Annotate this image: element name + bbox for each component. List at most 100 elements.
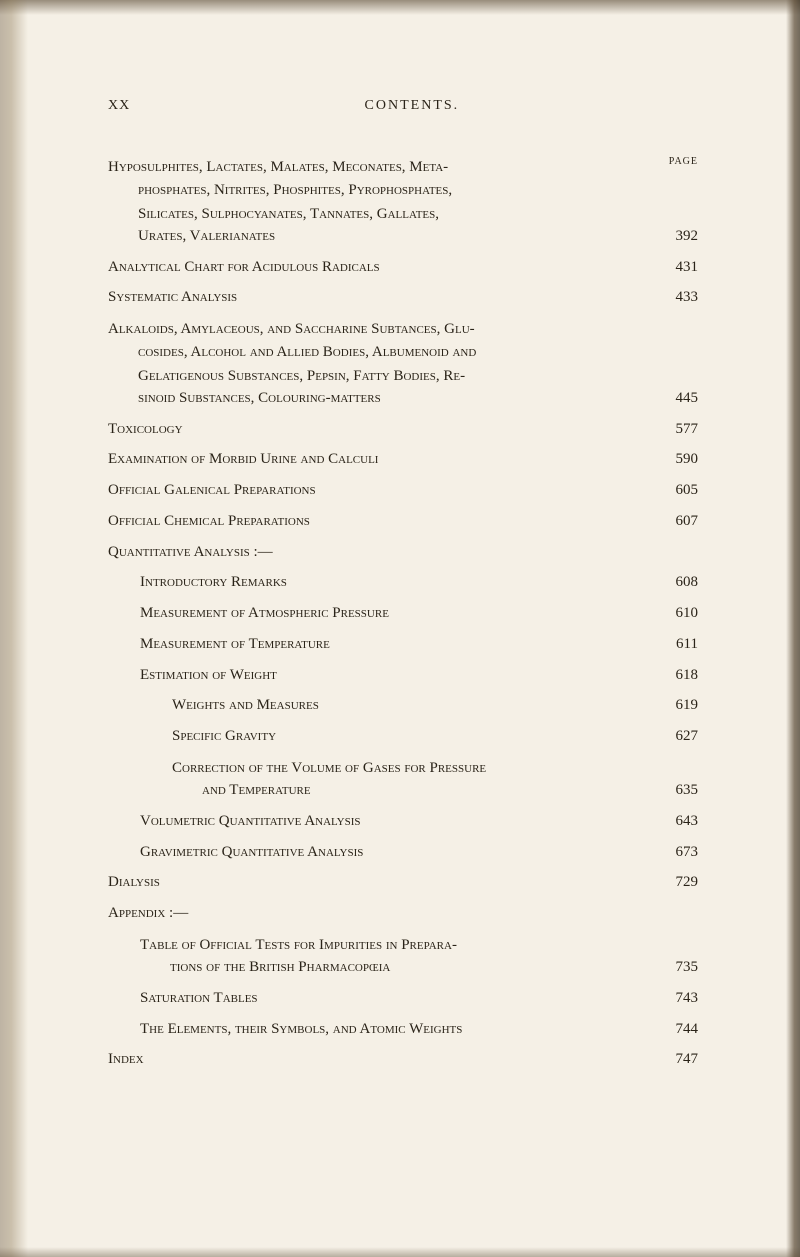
toc-leader-dots (314, 528, 656, 529)
toc-page-number: 635 (660, 780, 698, 802)
toc-leader-dots (279, 243, 656, 244)
toc-leader-dots (334, 651, 656, 652)
table-of-contents: Hyposulphites, Lactates, Malates, Mecona… (108, 156, 698, 1071)
toc-page-number: 743 (660, 988, 698, 1010)
toc-leader-dots (148, 1066, 656, 1067)
toc-leader-dots (280, 743, 656, 744)
toc-entry-text: Official Chemical Preparations (108, 511, 310, 533)
toc-entry-text: Index (108, 1049, 144, 1071)
toc-entry-text: Specific Gravity (108, 726, 276, 748)
toc-leader-dots (385, 405, 656, 406)
page-header: XX CONTENTS. (108, 98, 698, 114)
toc-entry: Weights and Measures 619 (108, 695, 698, 717)
toc-leader-dots (466, 1035, 656, 1036)
page-edge-top (0, 0, 800, 15)
toc-entry-line: Hyposulphites, Lactates, Malates, Mecona… (108, 156, 698, 179)
toc-entry-text: Measurement of Atmospheric Pressure (108, 603, 389, 625)
toc-entry: Volumetric Quantitative Analysis 643 (108, 811, 698, 833)
toc-entry-last-line: and Temperature635 (108, 780, 698, 802)
toc-entry-text: Urates, Valerianates (108, 226, 275, 248)
toc-entry-multiline: Alkaloids, Amylaceous, and Saccharine Su… (108, 318, 698, 410)
toc-entry-text: tions of the British Pharmacopœia (108, 957, 390, 979)
toc-heading: Appendix :— (108, 903, 698, 925)
toc-entry: Specific Gravity 627 (108, 726, 698, 748)
toc-leader-dots (291, 589, 656, 590)
toc-entry: Examination of Morbid Urine and Calculi 5… (108, 449, 698, 471)
toc-entry-line: Silicates, Sulphocyanates, Tannates, Gal… (108, 203, 698, 226)
page-edge-left (0, 0, 28, 1257)
toc-entry-text: Dialysis (108, 872, 160, 894)
toc-leader-dots (367, 858, 656, 859)
toc-page-number: 673 (660, 842, 698, 864)
toc-entry-line: Alkaloids, Amylaceous, and Saccharine Su… (108, 318, 698, 341)
toc-entry-multiline: Table of Official Tests for Impurities i… (108, 934, 698, 979)
toc-entry-line: phosphates, Nitrites, Phosphites, Pyroph… (108, 179, 698, 202)
toc-entry-text: Weights and Measures (108, 695, 319, 717)
toc-page-number: 619 (660, 695, 698, 717)
toc-entry: Dialysis 729 (108, 872, 698, 894)
toc-entry-text: Measurement of Temperature (108, 634, 330, 656)
page-number: XX (108, 98, 130, 114)
toc-entry: Introductory Remarks 608 (108, 572, 698, 594)
toc-entry-last-line: Urates, Valerianates 392 (108, 226, 698, 248)
toc-entry: Analytical Chart for Acidulous Radicals4… (108, 257, 698, 279)
toc-leader-dots (365, 828, 656, 829)
header-spacer (693, 98, 698, 114)
page-title: CONTENTS. (365, 98, 460, 114)
toc-page-number: 729 (660, 872, 698, 894)
toc-entry-text: Estimation of Weight (108, 665, 277, 687)
toc-page-number: 618 (660, 665, 698, 687)
toc-page-number: 610 (660, 603, 698, 625)
toc-page-number: 392 (660, 226, 698, 248)
toc-entry-text: Toxicology (108, 419, 183, 441)
toc-entry: The Elements, their Symbols, and Atomic … (108, 1019, 698, 1041)
toc-entry: Toxicology577 (108, 419, 698, 441)
page-edge-bottom (0, 1247, 800, 1257)
toc-page-number: 627 (660, 726, 698, 748)
toc-leader-dots (323, 712, 656, 713)
toc-leader-dots (315, 797, 656, 798)
toc-page-number: 608 (660, 572, 698, 594)
toc-page-number: 744 (660, 1019, 698, 1041)
toc-page-number: 445 (660, 388, 698, 410)
toc-entry: Systematic Analysis433 (108, 287, 698, 309)
page-column-label: PAGE (669, 156, 698, 167)
toc-page-number: 747 (660, 1049, 698, 1071)
toc-leader-dots (281, 681, 656, 682)
toc-entry-text: Analytical Chart for Acidulous Radicals (108, 257, 380, 279)
toc-page-number: 735 (660, 957, 698, 979)
toc-entry: Official Chemical Preparations 607 (108, 511, 698, 533)
toc-entry: Estimation of Weight 618 (108, 665, 698, 687)
toc-entry-multiline: Hyposulphites, Lactates, Malates, Mecona… (108, 156, 698, 248)
toc-leader-dots (320, 497, 656, 498)
toc-page-number: 433 (660, 287, 698, 309)
toc-entry-last-line: tions of the British Pharmacopœia 735 (108, 957, 698, 979)
toc-heading: Quantitative Analysis :— (108, 542, 698, 564)
toc-entry: Measurement of Atmospheric Pressure 610 (108, 603, 698, 625)
toc-entry-text: Official Galenical Preparations (108, 480, 316, 502)
toc-page-number: 590 (660, 449, 698, 471)
toc-entry-text: Examination of Morbid Urine and Calculi (108, 449, 378, 471)
toc-entry: Official Galenical Preparations 605 (108, 480, 698, 502)
toc-page-number: 643 (660, 811, 698, 833)
toc-entry: Measurement of Temperature 611 (108, 634, 698, 656)
toc-leader-dots (382, 466, 656, 467)
toc-entry-line: cosides, Alcohol and Allied Bodies, Albu… (108, 341, 698, 364)
toc-entry-text: Introductory Remarks (108, 572, 287, 594)
toc-entry-multiline: Correction of the Volume of Gases for Pr… (108, 757, 698, 802)
toc-leader-dots (241, 304, 656, 305)
toc-page-number: 607 (660, 511, 698, 533)
toc-entry: Index 747 (108, 1049, 698, 1071)
toc-entry: Saturation Tables 743 (108, 988, 698, 1010)
toc-entry-text: Saturation Tables (108, 988, 258, 1010)
toc-leader-dots (394, 974, 656, 975)
toc-page-number: 611 (660, 634, 698, 656)
toc-leader-dots (164, 889, 656, 890)
toc-entry-text: Gravimetric Quantitative Analysis (108, 842, 363, 864)
toc-page-number: 605 (660, 480, 698, 502)
toc-entry-line: Gelatigenous Substances, Pepsin, Fatty B… (108, 365, 698, 388)
toc-entry-last-line: sinoid Substances, Colouring-matters445 (108, 388, 698, 410)
toc-leader-dots (384, 273, 656, 274)
toc-entry-text: Volumetric Quantitative Analysis (108, 811, 361, 833)
page-content: XX CONTENTS. PAGE Hyposulphites, Lactate… (108, 98, 698, 1080)
